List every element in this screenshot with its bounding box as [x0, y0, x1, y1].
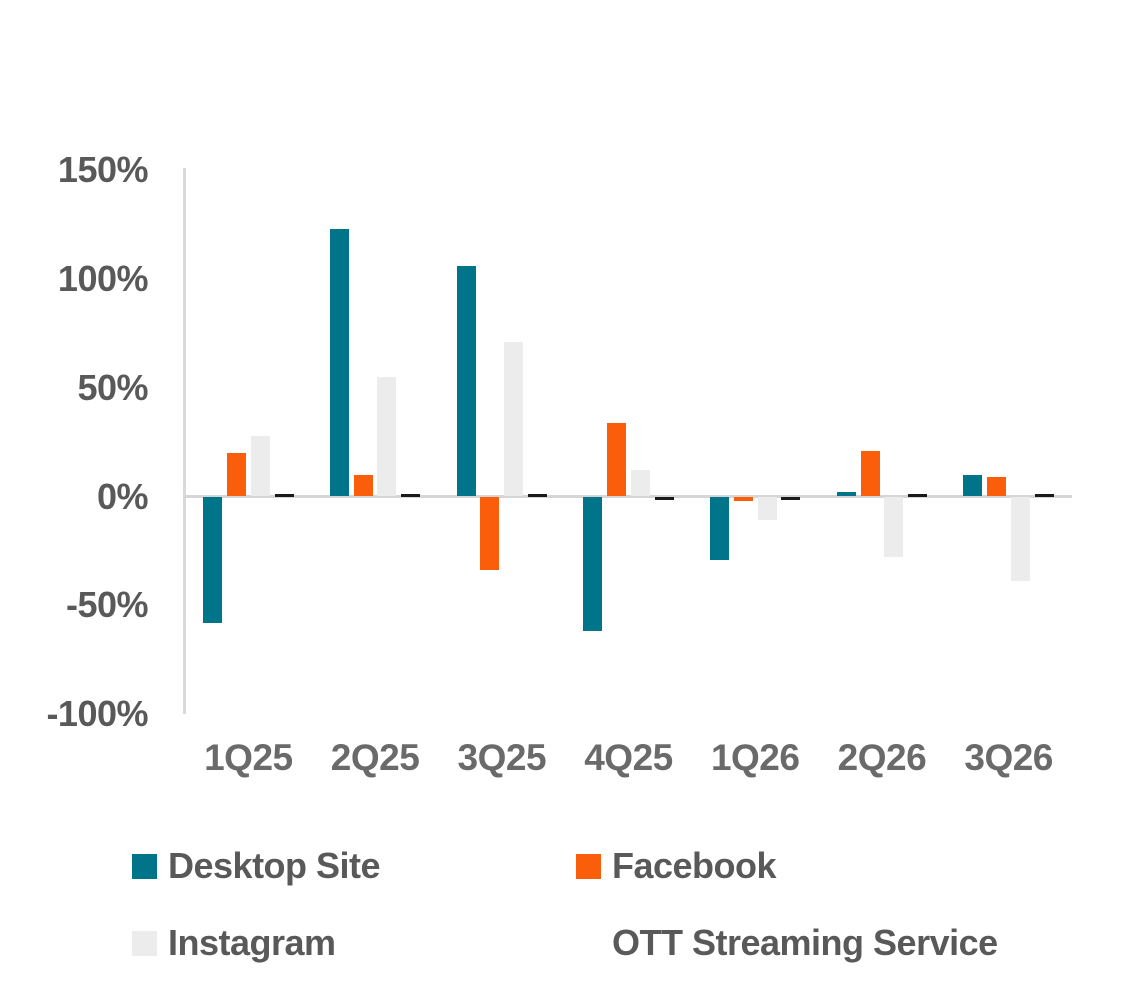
- legend-label-ott-streaming-service: OTT Streaming Service: [612, 922, 998, 963]
- y-axis-line: [183, 168, 186, 714]
- bar-instagram-4q25: [630, 470, 650, 497]
- bar-facebook-3q25: [480, 496, 500, 571]
- zero-gridline: [183, 495, 1072, 498]
- legend-item-ott-streaming-service: OTT Streaming Service: [576, 922, 998, 964]
- x-axis-label-2q25: 2Q25: [330, 737, 420, 778]
- y-axis-label-0-: 0%: [96, 475, 149, 517]
- bar-desktop-site-2q25: [329, 229, 349, 497]
- bar-desktop-site-3q25: [456, 266, 476, 497]
- legend-swatch-instagram: [132, 930, 157, 956]
- bar-desktop-site-1q25: [203, 496, 223, 623]
- legend-label-instagram: Instagram: [168, 922, 336, 963]
- legend-swatch-desktop-site: [132, 853, 157, 879]
- bar-facebook-4q25: [607, 422, 627, 497]
- x-axis-label-4q25: 4Q25: [584, 737, 673, 778]
- y-axis-label-50-: 50%: [77, 366, 148, 408]
- bar-instagram-1q25: [250, 435, 270, 497]
- bar-ott-streaming-service-1q25: [274, 493, 294, 497]
- x-axis-label-2q26: 2Q26: [837, 737, 927, 778]
- bar-desktop-site-4q25: [583, 496, 603, 632]
- x-axis-label-1q25: 1Q25: [204, 737, 293, 778]
- bar-ott-streaming-service-1q26: [781, 496, 801, 500]
- bar-facebook-2q26: [860, 450, 880, 497]
- x-axis-label-3q26: 3Q26: [964, 737, 1053, 778]
- bar-facebook-1q25: [226, 453, 246, 497]
- legend-swatch-facebook: [576, 853, 601, 879]
- x-axis-label-1q26: 1Q26: [710, 737, 800, 778]
- x-axis-label-3q25: 3Q25: [457, 737, 547, 778]
- bar-ott-streaming-service-4q25: [654, 496, 674, 500]
- legend-label-desktop-site: Desktop Site: [168, 845, 381, 886]
- bar-instagram-3q26: [1011, 496, 1031, 582]
- bar-ott-streaming-service-2q26: [908, 493, 928, 497]
- legend-swatch-ott-streaming-service: [576, 931, 601, 956]
- y-axis-label--100-: -100%: [46, 692, 148, 734]
- bar-desktop-site-2q26: [836, 492, 856, 497]
- bar-instagram-2q26: [884, 496, 904, 558]
- y-axis-label--50-: -50%: [65, 584, 149, 626]
- legend-item-desktop-site: Desktop Site: [132, 845, 381, 887]
- bar-ott-streaming-service-3q25: [527, 493, 547, 497]
- bar-desktop-site-1q26: [710, 496, 729, 560]
- bar-instagram-1q26: [757, 496, 777, 521]
- legend-item-facebook: Facebook: [576, 845, 777, 887]
- bar-facebook-3q26: [987, 476, 1007, 497]
- y-axis-label-150-: 150%: [57, 149, 149, 191]
- bar-ott-streaming-service-2q25: [401, 493, 421, 497]
- bar-facebook-2q25: [353, 474, 373, 497]
- bar-facebook-1q26: [733, 496, 753, 501]
- bar-desktop-site-3q26: [963, 474, 983, 497]
- legend-label-facebook: Facebook: [612, 845, 777, 886]
- legend-item-instagram: Instagram: [132, 922, 336, 964]
- y-axis-label-100-: 100%: [57, 258, 149, 300]
- bar-ott-streaming-service-3q26: [1034, 493, 1054, 497]
- bar-instagram-3q25: [504, 342, 524, 497]
- bar-instagram-2q25: [377, 376, 397, 497]
